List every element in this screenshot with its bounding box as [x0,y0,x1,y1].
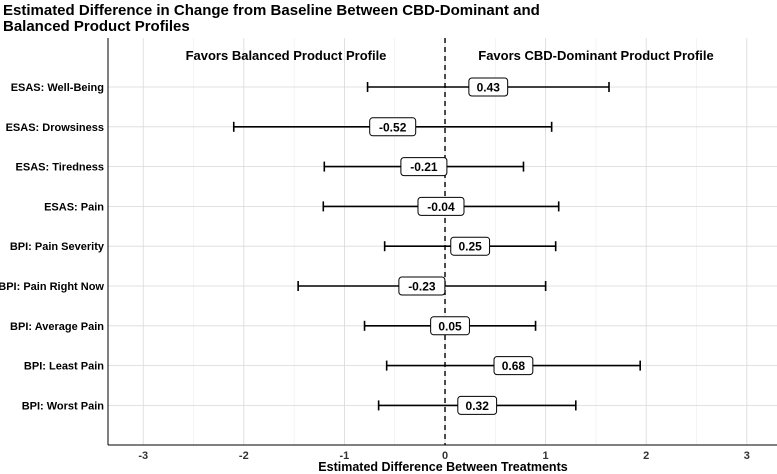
estimate-box [417,196,465,216]
estimate-label: -0.21 [410,160,438,174]
x-tick-label: -1 [340,450,350,462]
x-tick-label: 1 [543,450,549,462]
estimate-label: -0.52 [379,120,407,134]
estimate-box [400,157,448,177]
favors-balanced-annotation: Favors Balanced Product Profile [186,48,387,63]
estimate-label: -0.23 [408,280,436,294]
x-tick-label: 2 [643,450,649,462]
y-row-label: ESAS: Drowsiness [6,122,104,134]
y-row-label: BPI: Pain Severity [10,241,105,253]
chart-title-line-2: Balanced Product Profiles [3,18,190,35]
estimate-box [450,236,491,256]
estimate-label: 0.05 [438,319,462,333]
estimate-label: 0.43 [477,81,501,95]
y-row-label: ESAS: Pain [44,201,104,213]
y-row-label: BPI: Pain Right Now [0,281,104,293]
estimate-box [493,356,534,376]
estimate-box [457,395,498,415]
x-tick-label: -2 [239,450,249,462]
estimate-box [398,276,446,296]
x-tick-label: 0 [442,450,448,462]
y-row-label: ESAS: Well-Being [11,82,104,94]
estimate-box [430,316,470,336]
chart-title-line-1: Estimated Difference in Change from Base… [3,2,540,19]
x-axis-label: Estimated Difference Between Treatments [318,460,567,474]
x-tick-label: -3 [138,450,148,462]
estimate-label: 0.25 [458,240,482,254]
estimate-label: 0.68 [502,359,526,373]
y-row-label: BPI: Worst Pain [22,400,105,412]
estimate-label: 0.32 [466,399,490,413]
estimate-box [369,117,417,137]
x-tick-label: 3 [744,450,750,462]
y-row-label: ESAS: Tiredness [16,162,104,174]
y-row-label: BPI: Least Pain [24,361,104,373]
y-row-label: BPI: Average Pain [10,321,104,333]
estimate-label: -0.04 [427,200,455,214]
favors-cbd-annotation: Favors CBD-Dominant Product Profile [478,48,713,63]
estimate-box [468,77,509,97]
